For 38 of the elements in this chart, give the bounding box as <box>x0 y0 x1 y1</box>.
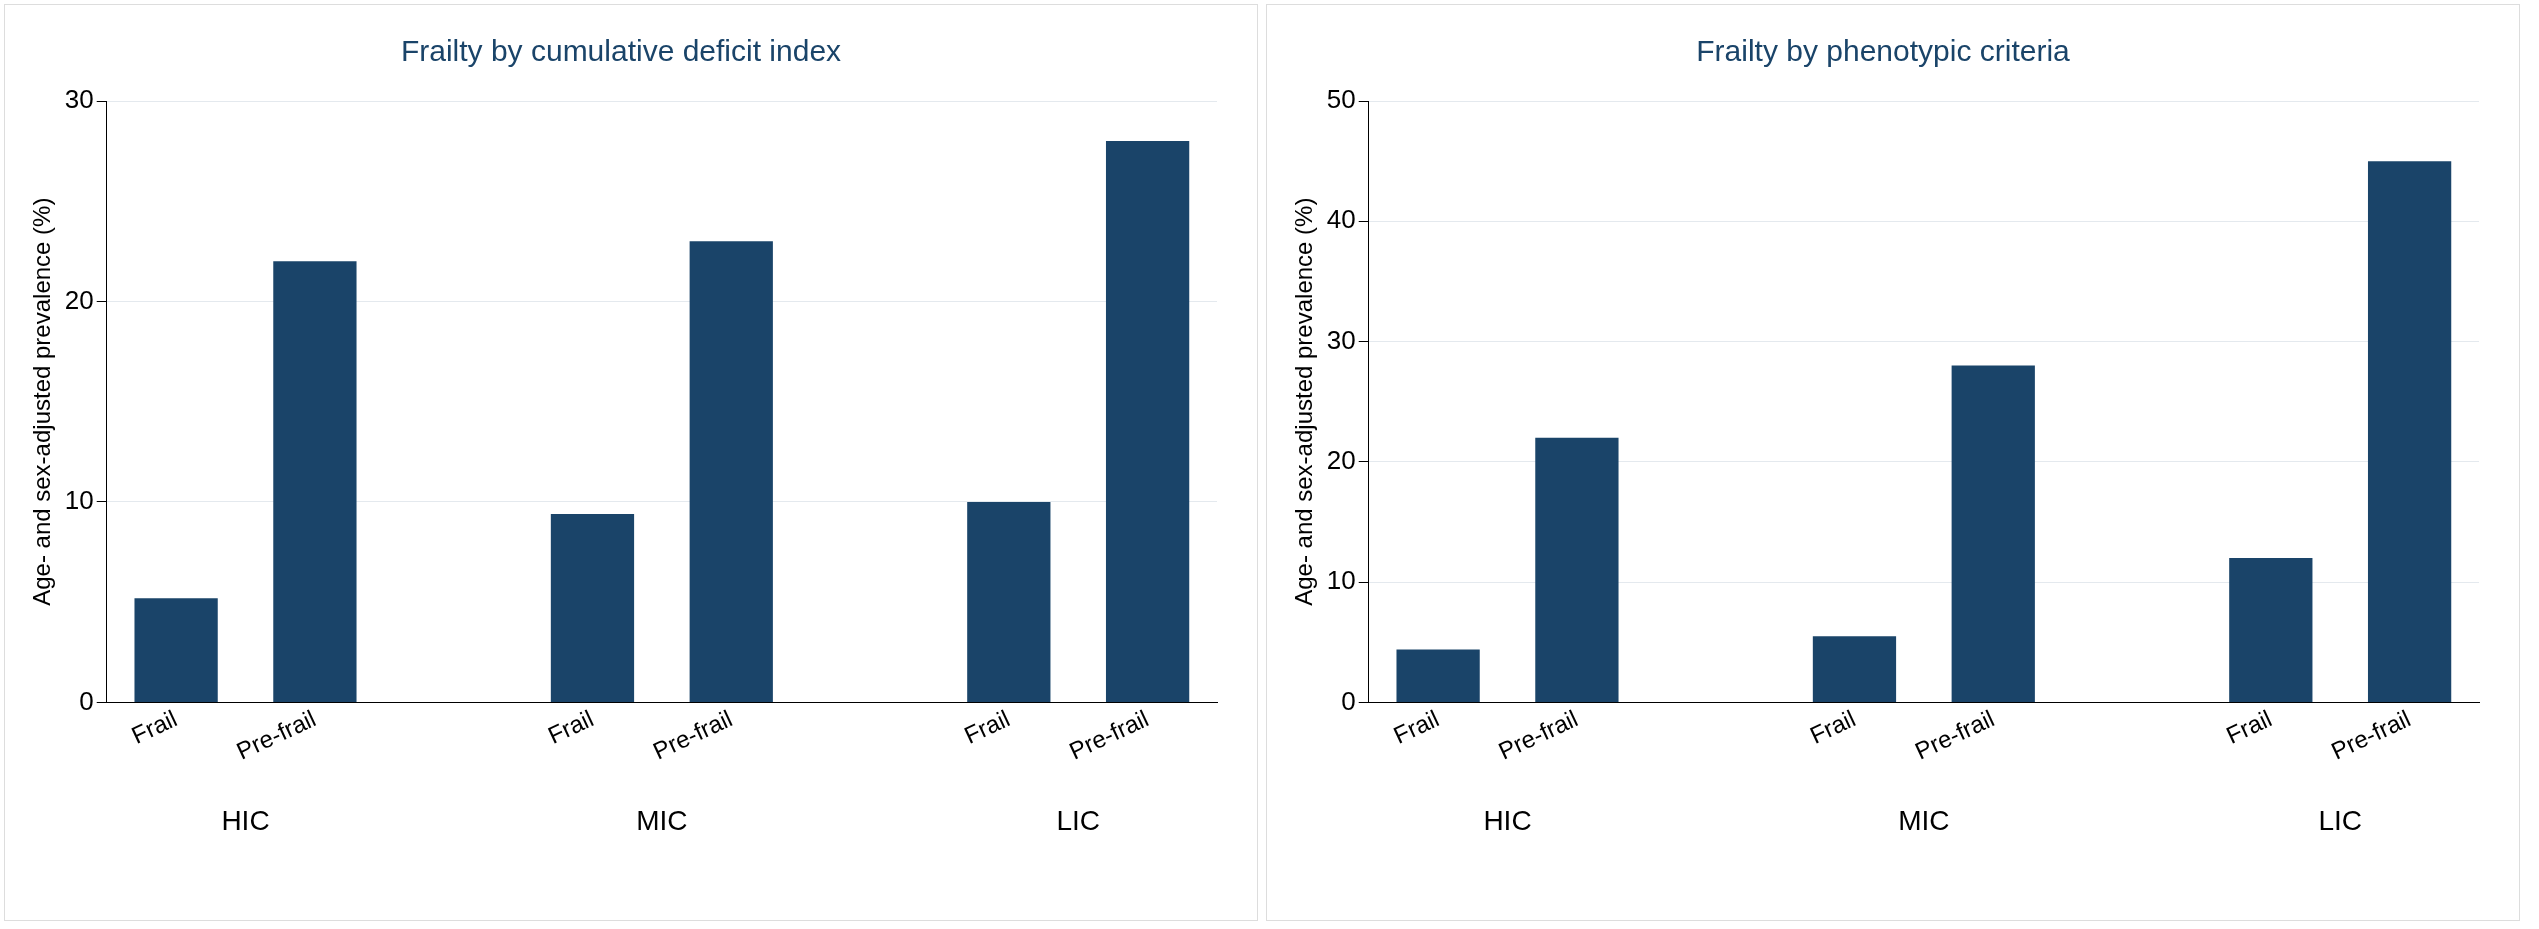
y-axis-title: Age- and sex-adjusted prevalence (%) <box>28 197 56 606</box>
bar <box>134 598 218 702</box>
y-tick-label: 10 <box>1326 565 1356 596</box>
bar <box>2367 161 2452 702</box>
y-axis-title: Age- and sex-adjusted prevalence (%) <box>1290 197 1318 606</box>
bar <box>1105 141 1190 702</box>
y-tick-label: 40 <box>1326 204 1356 235</box>
y-tick-label: 0 <box>79 685 94 716</box>
bar <box>967 501 1051 702</box>
y-tick-label: 20 <box>64 284 94 315</box>
y-tick-label: 50 <box>1326 84 1356 115</box>
y-tick-label: 0 <box>1341 685 1356 716</box>
x-tick-label: Frail <box>127 704 182 749</box>
text: MIC <box>636 805 688 837</box>
y-tick-label: 10 <box>64 485 94 516</box>
bar <box>1812 636 1897 702</box>
text: HIC <box>1483 805 1532 837</box>
x-tick-label: Frail <box>960 704 1014 749</box>
y-tick-label: 30 <box>1326 324 1356 355</box>
bar <box>1535 437 1619 702</box>
text: LIC <box>2318 805 2362 837</box>
text: MIC <box>1898 805 1950 837</box>
chart-title: Frailty by phenotypic criteria <box>1696 34 2071 68</box>
bar <box>550 513 635 702</box>
bar <box>1951 365 2035 702</box>
text: HIC <box>221 805 270 837</box>
bar <box>2229 558 2313 702</box>
x-tick-label: Frail <box>2222 704 2276 749</box>
x-tick-label: Frail <box>1805 704 1860 749</box>
x-tick-label: Frail <box>543 704 598 749</box>
y-tick-label: 30 <box>64 84 94 115</box>
bar <box>273 261 357 702</box>
y-tick-label: 20 <box>1326 445 1356 476</box>
text: LIC <box>1056 805 1100 837</box>
bar <box>689 241 773 702</box>
chart-title: Frailty by cumulative deficit index <box>400 34 842 68</box>
x-tick-label: Frail <box>1389 704 1444 749</box>
bar <box>1396 649 1480 702</box>
